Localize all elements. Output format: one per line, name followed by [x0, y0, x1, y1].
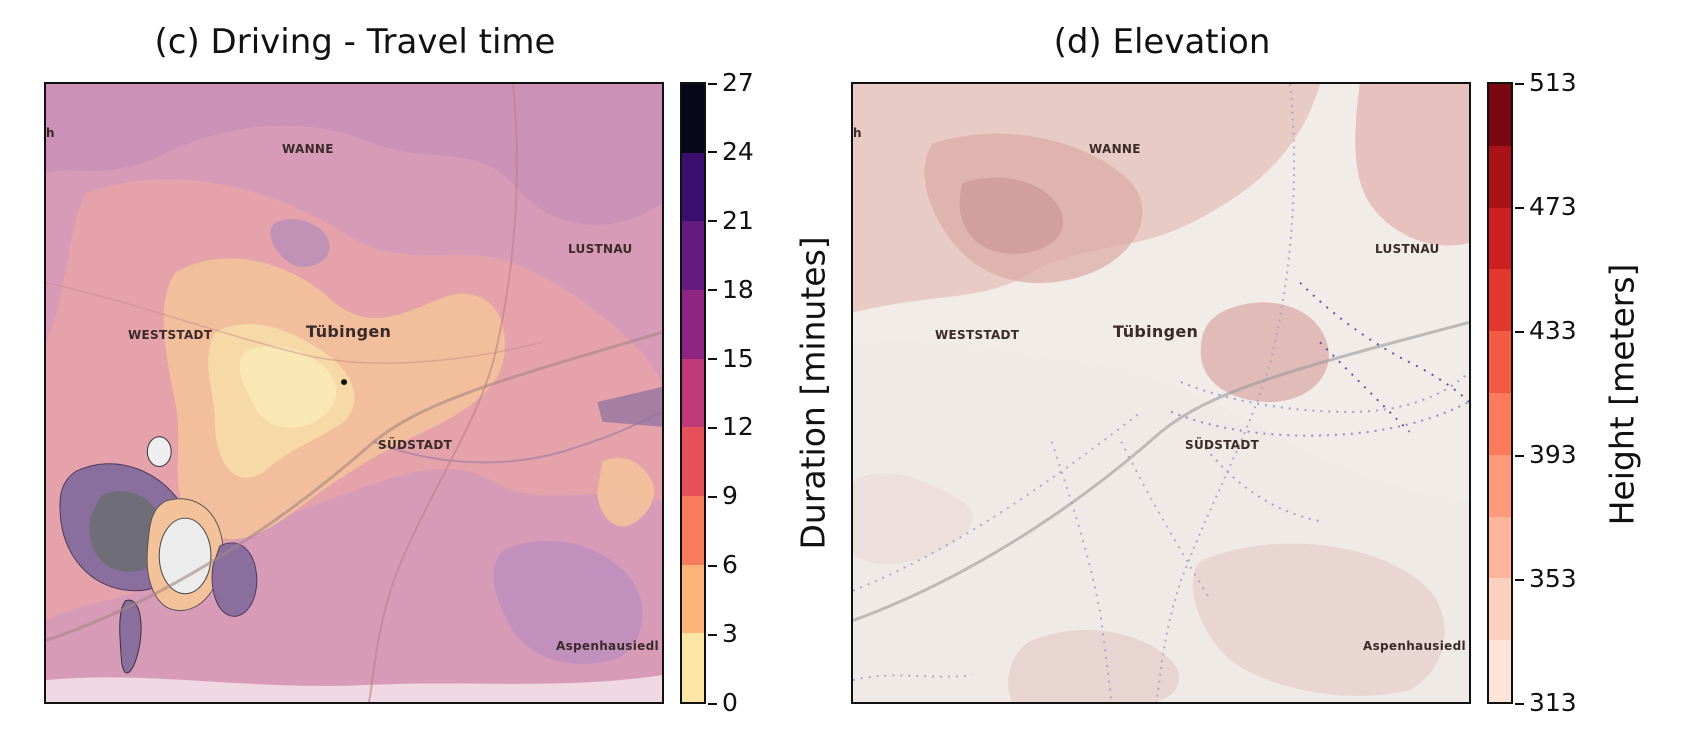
panel-title-elevation: (d) Elevation: [1053, 22, 1271, 62]
colorbar-tick-label: 3: [708, 619, 738, 649]
place-label-weststadt: WESTSTADT: [935, 328, 1020, 342]
colorbar-tick-label: 393: [1515, 440, 1577, 469]
colorbar-segment: [682, 289, 704, 359]
colorbar-segment: [1489, 454, 1511, 517]
place-label-weststadt: WESTSTADT: [128, 328, 213, 342]
colorbar-tick-label: 313: [1515, 688, 1577, 717]
colorbar-segment: [682, 426, 704, 496]
place-label-aspenhausiedl: Aspenhausiedl: [1363, 639, 1466, 653]
travel-time-contours: [46, 84, 662, 702]
colorbar-segment: [1489, 145, 1511, 208]
place-label-edge-h: h: [853, 126, 862, 140]
colorbar-segment: [1489, 84, 1511, 146]
place-label-suedstadt: SÜDSTADT: [378, 438, 453, 452]
colorbar-segment: [682, 152, 704, 222]
colorbar-segment: [682, 495, 704, 565]
colorbar-tick-label: 24: [708, 136, 754, 166]
colorbar-segment: [1489, 268, 1511, 332]
colorbar-segment: [682, 220, 704, 290]
place-label-wanne: WANNE: [282, 142, 334, 156]
colorbar-tick-label: 27: [708, 68, 754, 97]
colorbar-segment: [1489, 207, 1511, 270]
colorbar-tick-label: 473: [1515, 192, 1577, 221]
colorbar-segment: [682, 632, 704, 702]
colorbar-tick-label: 433: [1515, 316, 1577, 345]
colorbar-tick-label: 21: [708, 205, 754, 235]
elevation-map: WANNE LUSTNAU WESTSTADT Tübingen SÜDSTAD…: [851, 82, 1471, 704]
colorbar-segment: [1489, 516, 1511, 579]
colorbar-segment: [1489, 639, 1511, 702]
colorbar-tick-label: 15: [708, 343, 754, 373]
place-label-tuebingen: Tübingen: [306, 322, 392, 341]
colorbar-segment: [1489, 577, 1511, 641]
colorbar-tick-label: 353: [1515, 564, 1577, 593]
elevation-contours: [853, 84, 1469, 702]
place-label-aspenhausiedl: Aspenhausiedl: [556, 639, 659, 653]
colorbar-segment: [1489, 330, 1511, 393]
colorbar-segment: [1489, 392, 1511, 455]
colorbar-segment: [682, 564, 704, 634]
place-label-suedstadt: SÜDSTADT: [1185, 438, 1260, 452]
colorbar-tick-label: 0: [708, 688, 738, 717]
colorbar-tick-label: 513: [1515, 68, 1577, 97]
elevation-colorbar: [1487, 82, 1513, 704]
travel-time-colorbar: [680, 82, 706, 704]
colorbar-tick-label: 12: [708, 412, 754, 442]
colorbar-segment: [682, 84, 704, 153]
colorbar-tick-label: 18: [708, 274, 754, 304]
travel-time-map: WANNE LUSTNAU WESTSTADT Tübingen SÜDSTAD…: [44, 82, 664, 704]
place-label-lustnau: LUSTNAU: [1375, 242, 1440, 256]
colorbar-segment: [682, 358, 704, 428]
place-label-wanne: WANNE: [1089, 142, 1141, 156]
panel-title-travel-time: (c) Driving - Travel time: [154, 22, 556, 62]
travel-time-colorbar-label: Duration [minutes]: [793, 236, 833, 550]
colorbar-tick-label: 9: [708, 481, 738, 511]
elevation-colorbar-label: Height [meters]: [1602, 263, 1642, 526]
place-label-tuebingen: Tübingen: [1113, 322, 1199, 341]
place-label-lustnau: LUSTNAU: [568, 242, 633, 256]
colorbar-tick-label: 6: [708, 550, 738, 580]
place-label-edge-h: h: [46, 126, 55, 140]
